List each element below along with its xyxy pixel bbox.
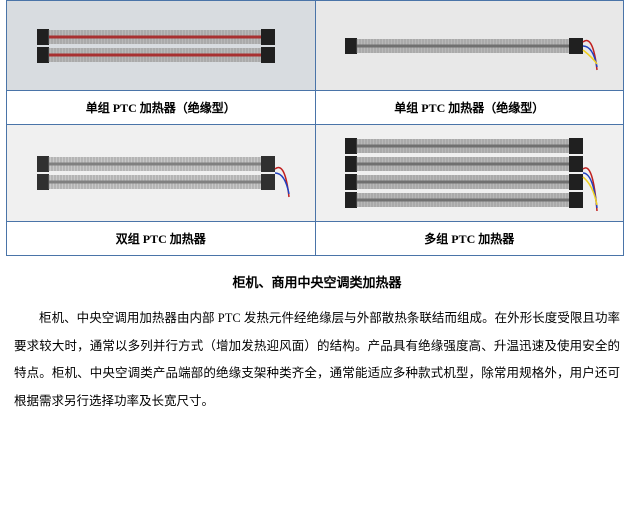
product-caption: 单组 PTC 加热器（绝缘型） xyxy=(7,91,316,125)
body-paragraph: 柜机、中央空调用加热器由内部 PTC 发热元件经绝缘层与外部散热条联结而组成。在… xyxy=(0,305,634,415)
paragraph-text: 柜机、中央空调用加热器由内部 PTC 发热元件经绝缘层与外部散热条联结而组成。在… xyxy=(14,311,620,408)
product-image-cell xyxy=(7,125,316,222)
product-caption: 多组 PTC 加热器 xyxy=(315,222,624,256)
product-caption: 单组 PTC 加热器（绝缘型） xyxy=(315,91,624,125)
section-title: 柜机、商用中央空调类加热器 xyxy=(0,272,634,291)
product-image-cell xyxy=(7,1,316,91)
product-image-cell xyxy=(315,125,624,222)
product-image-cell xyxy=(315,1,624,91)
product-caption: 双组 PTC 加热器 xyxy=(7,222,316,256)
product-table: 单组 PTC 加热器（绝缘型）单组 PTC 加热器（绝缘型） 双组 PTC 加热器… xyxy=(6,0,624,256)
